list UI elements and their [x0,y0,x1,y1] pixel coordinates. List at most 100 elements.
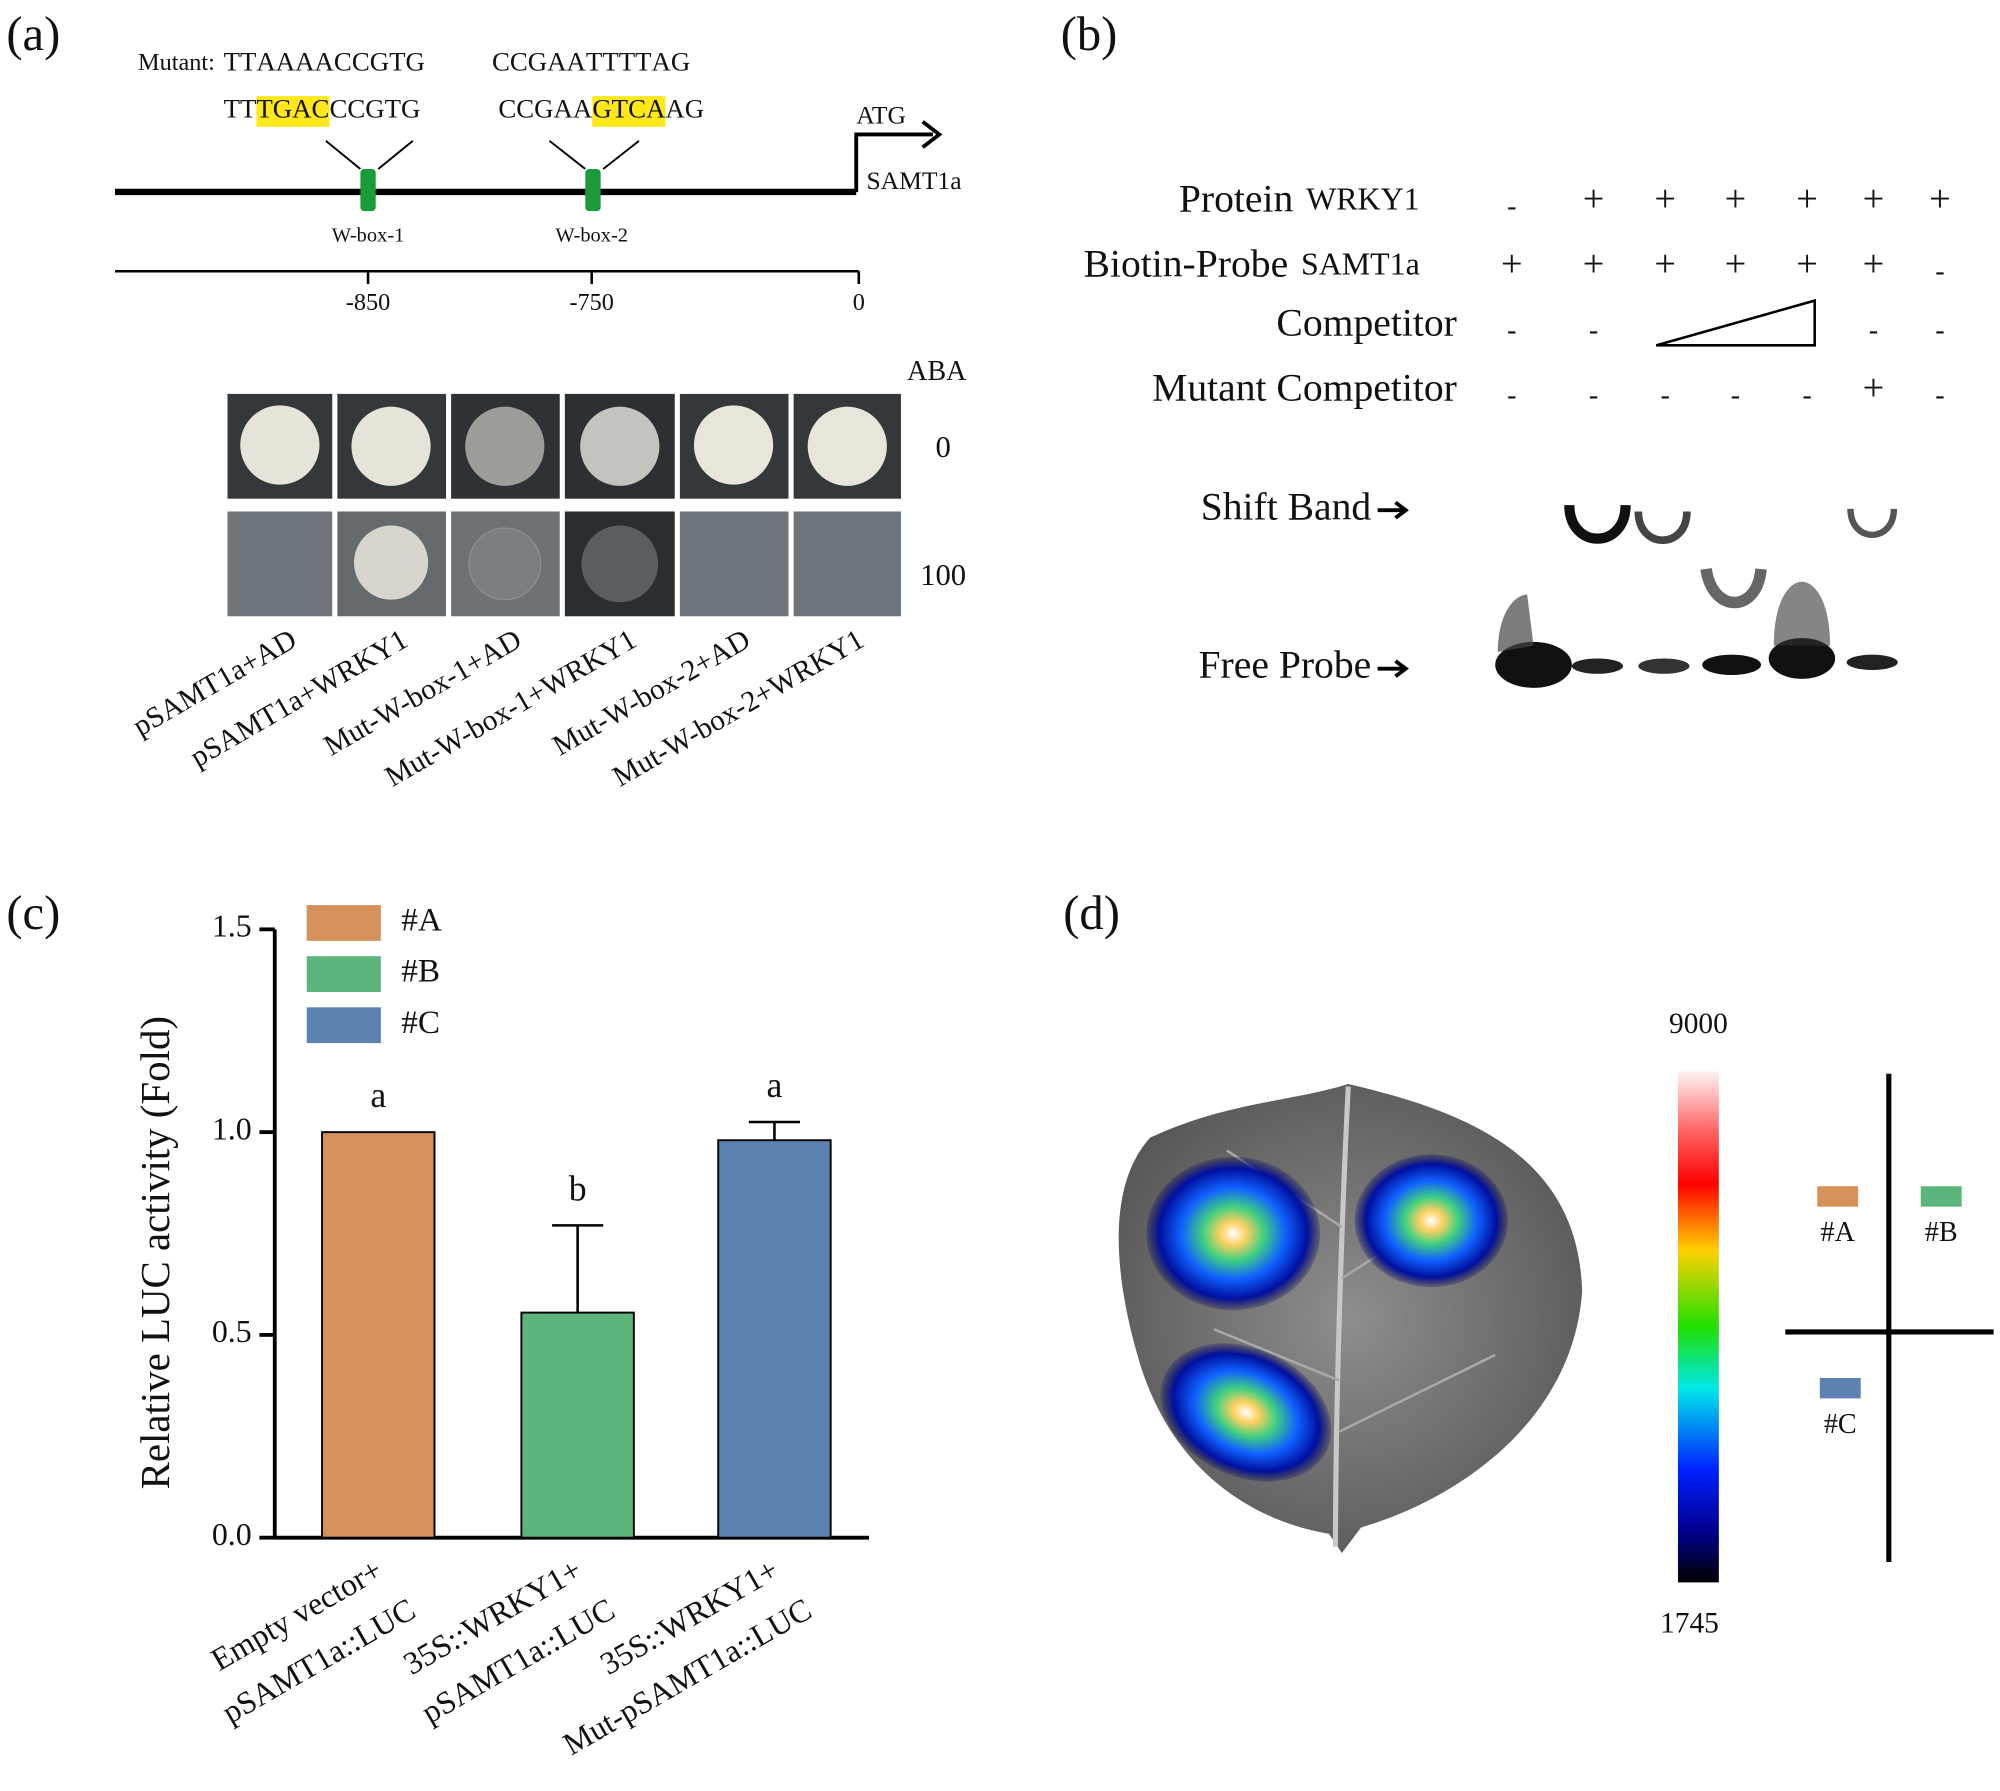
scale-min: 1745 [1660,1608,1719,1640]
color-scale [1677,1071,1719,1583]
treatment-label: ABA [907,356,967,387]
lane-sign: - [1731,380,1740,411]
quadrant-label: #A [1821,1217,1856,1248]
y-tick-label: 0.5 [212,1314,252,1349]
legend-label: #C [401,1004,440,1041]
sequence-segment: TGAC [256,94,329,124]
sequence-segment: TT [619,46,652,76]
lane-sign: - [1869,315,1878,346]
y-tick-label: 1.0 [212,1111,252,1146]
legend-label: #A [401,902,442,939]
lane-sign: + [1654,243,1676,285]
mutant-label: Mutant: [138,49,215,76]
panel-label: (d) [1063,886,1120,940]
row-label: Protein [1179,176,1294,220]
lane-sign: - [1589,380,1598,411]
y-tick-label: 1.5 [212,909,252,944]
sequence-segment: AG [665,94,704,124]
row-label: SAMT1a [1301,247,1420,282]
lane-sign: + [1583,178,1605,220]
bar [520,1311,635,1539]
lane-sign: + [1654,178,1676,220]
lane-sign: + [1583,243,1605,285]
quadrant-label: #B [1925,1217,1958,1248]
row-label: WRKY1 [1306,182,1420,217]
w-box-mark [360,168,376,212]
position-label: -850 [346,289,390,316]
significance-label: a [767,1065,783,1105]
lane-sign: + [1796,178,1818,220]
w-box-mark [585,168,601,212]
band-label: Shift Band [1201,484,1372,528]
sequence-segment: A [295,46,315,76]
row-label: Biotin-Probe [1084,241,1289,285]
position-label: 0 [853,289,865,316]
gene-label: SAMT1a [866,166,961,195]
significance-label: b [569,1168,587,1208]
lane-sign: - [1507,380,1516,411]
lane-sign: - [1660,380,1669,411]
panel-label: (a) [6,7,60,61]
treatment-value: 0 [935,430,950,464]
sequence-segment: AA [256,46,295,76]
legend-swatch [306,956,381,992]
treatment-value: 100 [920,558,966,592]
legend-swatch [306,1007,381,1044]
sequence-segment: CCGAA [498,94,593,124]
row-label: Competitor [1276,300,1456,344]
significance-label: a [370,1075,386,1115]
band-label: Free Probe [1199,643,1372,687]
sequence-highlight [256,96,330,127]
legend-label: #B [401,953,440,990]
lane-sign: + [1863,243,1885,285]
lane-sign: + [1501,243,1523,285]
sequence-segment: TT [224,94,257,124]
sequence-segment: AG [651,46,690,76]
quadrant-swatch [1920,1186,1962,1207]
error-bar [552,1224,604,1313]
y-tick-label: 0.0 [212,1517,252,1552]
scale-max: 9000 [1669,1008,1728,1040]
lane-sign: - [1802,380,1811,411]
sequence-segment: TT [224,46,257,76]
legend-swatch [306,905,381,941]
leaf-image [1118,1083,1583,1554]
yeast-plates [227,393,901,617]
start-codon: ATG [856,101,906,130]
competitor-gradient [1655,298,1816,347]
w-box-label: W-box-2 [555,224,628,246]
promoter-diagram [115,120,943,284]
bar [717,1139,832,1539]
quadrant-label: #C [1824,1409,1857,1440]
lane-sign: + [1725,243,1747,285]
quadrant-diagram [1785,1073,1994,1562]
emsa-gel [1377,298,1898,688]
y-axis-label: Relative LUC activity (Fold) [133,1016,178,1489]
w-box-label: W-box-1 [332,224,405,246]
position-label: -750 [569,289,613,316]
lane-sign: + [1796,243,1818,285]
sequence-segment: GTCA [592,94,666,124]
bar [321,1131,436,1539]
lane-sign: - [1935,256,1944,287]
lane-sign: + [1863,178,1885,220]
sequence-segment: T [602,46,618,76]
quadrant-swatch [1817,1186,1859,1207]
lane-sign: + [1725,178,1747,220]
sequence-segment: CCGTG [329,94,420,124]
lane-sign: + [1863,367,1885,409]
lane-sign: - [1935,315,1944,346]
panel-label: (b) [1061,7,1118,61]
lane-sign: - [1507,315,1516,346]
sequence-segment: T [586,46,602,76]
sequence-segment: CCGTG [334,46,425,76]
sequence-segment: CCGAA [492,46,587,76]
sequence-segment: A [315,46,335,76]
lane-sign: + [1929,178,1951,220]
panel-label: (c) [6,886,60,940]
quadrant-swatch [1819,1377,1861,1399]
error-bar [748,1120,800,1141]
lane-sign: - [1935,380,1944,411]
sequence-highlight [592,96,666,127]
